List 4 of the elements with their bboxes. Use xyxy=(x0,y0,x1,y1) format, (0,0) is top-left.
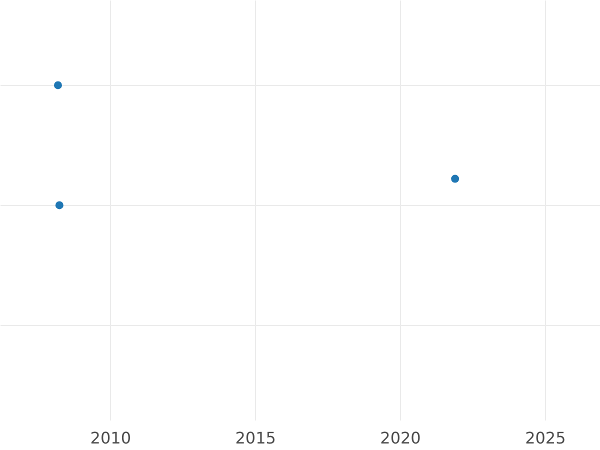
x-tick-label: 2015 xyxy=(235,428,276,448)
x-tick-label: 2020 xyxy=(380,428,421,448)
x-tick-label: 2010 xyxy=(90,428,132,448)
x-tick-label: 2025 xyxy=(525,428,566,448)
